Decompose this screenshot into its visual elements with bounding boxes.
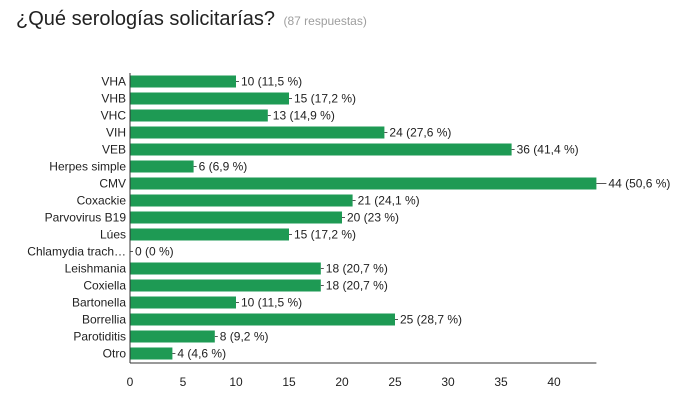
bar	[130, 75, 236, 88]
value-label: 25 (28,7 %)	[400, 313, 462, 327]
value-label: 18 (20,7 %)	[326, 279, 388, 293]
value-label: 36 (41,4 %)	[517, 143, 579, 157]
category-label: VHA	[101, 75, 126, 89]
value-label: 18 (20,7 %)	[326, 262, 388, 276]
category-label: Coxackie	[77, 194, 127, 208]
value-label: 4 (4,6 %)	[177, 347, 226, 361]
bar	[130, 92, 289, 105]
value-label: 6 (6,9 %)	[199, 160, 248, 174]
category-label: Borrellia	[82, 313, 126, 327]
value-label: 24 (27,6 %)	[389, 126, 451, 140]
bar	[130, 347, 173, 360]
x-tick-label: 0	[127, 375, 134, 389]
category-label: Otro	[103, 347, 127, 361]
category-label: VEB	[102, 143, 126, 157]
x-tick-label: 40	[547, 375, 561, 389]
bar	[130, 228, 289, 241]
category-label: Bartonella	[72, 296, 126, 310]
bar	[130, 177, 597, 190]
bar	[130, 262, 321, 275]
bar	[130, 211, 342, 224]
category-label: Leishmania	[65, 262, 127, 276]
bar	[130, 194, 353, 207]
category-label: Coxiella	[83, 279, 126, 293]
value-label: 15 (17,2 %)	[294, 228, 356, 242]
value-label: 10 (11,5 %)	[241, 75, 302, 89]
value-label: 20 (23 %)	[347, 211, 399, 225]
bar	[130, 279, 321, 292]
category-label: Herpes simple	[49, 160, 126, 174]
category-label: VIH	[106, 126, 126, 140]
category-label: VHB	[101, 92, 126, 106]
x-tick-label: 10	[229, 375, 243, 389]
x-tick-label: 35	[494, 375, 508, 389]
x-tick-labels: 0 5 10 15 20 25 30 35 40	[127, 375, 561, 389]
value-label: 15 (17,2 %)	[294, 92, 356, 106]
value-label: 0 (0 %)	[135, 245, 174, 259]
value-label: 8 (9,2 %)	[220, 330, 269, 344]
category-labels: VHA VHB VHC VIH VEB Herpes simple CMV Coxackie P…	[27, 75, 126, 361]
value-label: 10 (11,5 %)	[241, 296, 302, 310]
x-tick-label: 15	[282, 375, 296, 389]
bar	[130, 330, 215, 343]
value-labels: 10 (11,5 %) 15 (17,2 %) 13 (14,9 %) 24 (27,…	[130, 75, 670, 361]
x-tick-label: 20	[335, 375, 349, 389]
bar	[130, 296, 236, 309]
bar	[130, 143, 512, 156]
chart-title: ¿Qué serologías solicitarías?	[16, 8, 276, 30]
bar	[130, 313, 395, 326]
chart-header: ¿Qué serologías solicitarías? (87 respue…	[16, 8, 367, 31]
x-tick-label: 25	[388, 375, 402, 389]
bars-group	[130, 75, 597, 360]
category-label: Parvovirus B19	[45, 211, 127, 225]
x-tick-label: 30	[441, 375, 455, 389]
value-label: 44 (50,6 %)	[608, 177, 670, 191]
response-count: (87 respuestas)	[283, 14, 367, 28]
value-label: 21 (24,1 %)	[358, 194, 420, 208]
bar	[130, 109, 268, 122]
bar	[130, 160, 194, 173]
category-label: VHC	[101, 109, 127, 123]
x-tick-label: 5	[180, 375, 187, 389]
category-label: Lúes	[100, 228, 126, 242]
category-label: CMV	[99, 177, 126, 191]
category-label: Chlamydia trach…	[27, 245, 126, 259]
bar	[130, 126, 385, 139]
value-label: 13 (14,9 %)	[273, 109, 335, 123]
category-label: Parotiditis	[73, 330, 126, 344]
